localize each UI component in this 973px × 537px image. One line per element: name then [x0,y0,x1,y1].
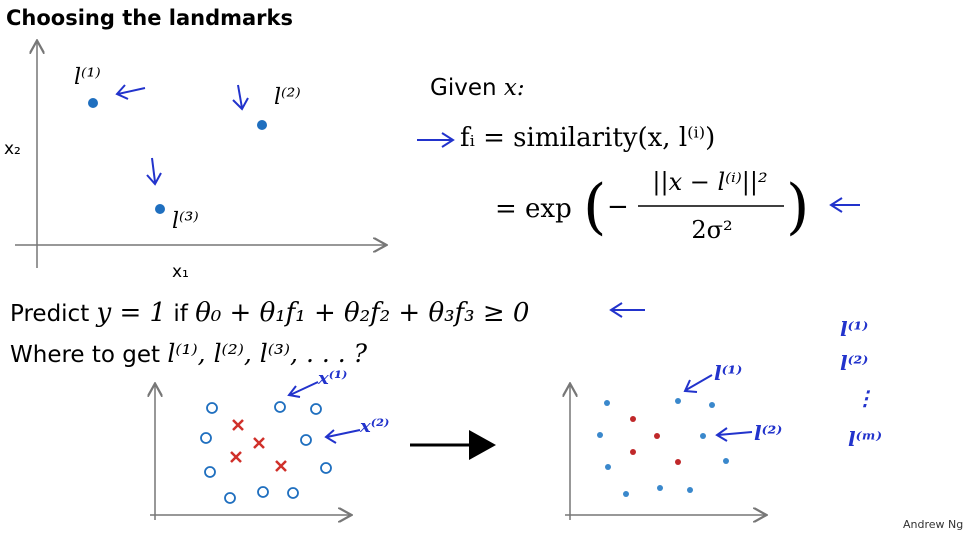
landmark-label: l⁽¹⁾ [74,65,101,90]
landmark-seq: l⁽¹⁾, l⁽²⁾, l⁽³⁾, . . . ? [167,339,367,368]
paren: ) [786,172,809,242]
exp: = exp [495,194,572,224]
predict-condition: θ₀ + θ₁f₁ + θ₂f₂ + θ₃f₃ ≥ 0 [195,298,529,328]
predict-word: Predict [10,301,89,327]
annotation: x⁽²⁾ [359,416,389,437]
hand-arrow [115,84,146,100]
given-word: Given [430,75,497,101]
list-item: ⋮ [855,386,875,410]
landmark [88,98,98,108]
list-item: l⁽¹⁾ [840,317,868,341]
where-line: Where to get l⁽¹⁾, l⁽²⁾, l⁽³⁾, . . . ? [10,339,368,368]
hand-arrow [324,429,361,444]
landmark-data-plot: l⁽¹⁾ l⁽²⁾ [565,361,782,520]
hand-arrow [287,381,319,398]
formula: Given x: fᵢ = similarity(x, l⁽ⁱ⁾) = exp … [417,75,860,244]
paren: ( [583,172,606,242]
positive-points [230,419,287,472]
data-plot: x⁽¹⁾ x⁽²⁾ [150,368,389,520]
landmark-label: l⁽²⁾ [274,85,301,110]
annotation: l⁽¹⁾ [714,361,742,385]
landmark [155,204,165,214]
if-word: if [173,301,188,327]
list-item: l⁽ᵐ⁾ [848,427,882,451]
hand-arrow [609,302,645,318]
predict-line: Predict y = 1 if θ₀ + θ₁f₁ + θ₂f₂ + θ₃f₃… [10,298,529,328]
list-item: l⁽²⁾ [840,351,868,375]
negative-points [597,398,729,497]
given-var: x: [504,75,525,101]
denominator: 2σ² [691,216,732,244]
landmark-list: l⁽¹⁾ l⁽²⁾ ⋮ l⁽ᵐ⁾ [840,317,882,451]
y-label: x₂ [4,139,21,159]
annotation: x⁽¹⁾ [317,368,347,389]
hand-arrow [829,197,860,213]
hand-arrow [683,374,713,393]
similarity-def: fᵢ = similarity(x, l⁽ⁱ⁾) [460,123,715,153]
landmark-label: l⁽³⁾ [172,209,199,234]
hand-arrow [232,84,249,111]
footer: Andrew Ng [903,518,963,531]
hand-arrow [715,427,753,442]
landmark-plot: x₂ x₁ l⁽¹⁾ l⁽²⁾ l⁽³⁾ [4,42,385,282]
hand-arrow [146,157,162,186]
x-label: x₁ [172,262,189,282]
where-word: Where to get [10,342,160,368]
positive-points [630,416,681,465]
numerator: ||x − l⁽ⁱ⁾||² [652,168,767,197]
minus: − [607,192,629,222]
landmark [257,120,267,130]
predict-y: y = 1 [96,298,167,328]
given: Given x: [430,75,525,101]
negative-points [200,401,332,504]
annotation: l⁽²⁾ [754,421,782,445]
hand-arrow [417,132,455,148]
title: Choosing the landmarks [6,6,293,30]
